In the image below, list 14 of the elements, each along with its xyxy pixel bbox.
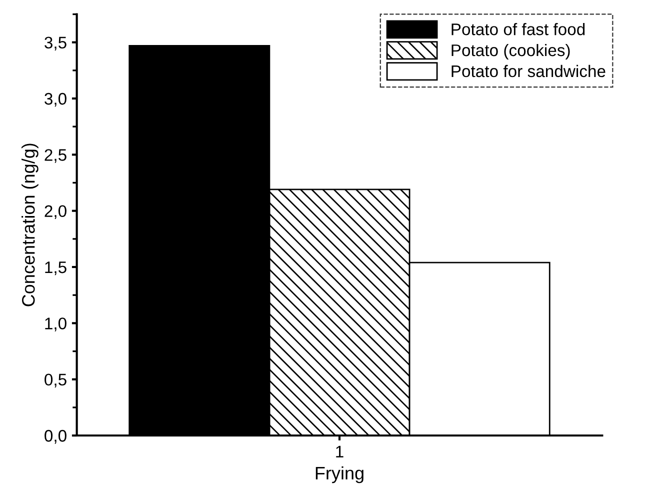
x-tick-label: 1: [336, 446, 344, 458]
y-tick-label: 2,5: [44, 149, 66, 163]
y-tick-label: 2,0: [44, 205, 66, 220]
y-tick-label: 1,0: [45, 318, 66, 332]
x-axis-title: Frying: [316, 466, 364, 484]
y-tick-label: 1,5: [45, 262, 66, 276]
y-tick-label: 3,5: [44, 36, 66, 50]
y-tick-label: 3,0: [44, 92, 66, 107]
y-axis-title: Concentration (ng/g): [22, 144, 38, 306]
legend-label: Potato (cookies): [452, 44, 570, 60]
y-tick-label: 0,5: [44, 374, 66, 388]
y-tick-label: 0,0: [44, 430, 66, 444]
legend-label: Potato for sandwiche: [452, 64, 606, 78]
legend-label: Potato of fast food: [452, 22, 585, 36]
